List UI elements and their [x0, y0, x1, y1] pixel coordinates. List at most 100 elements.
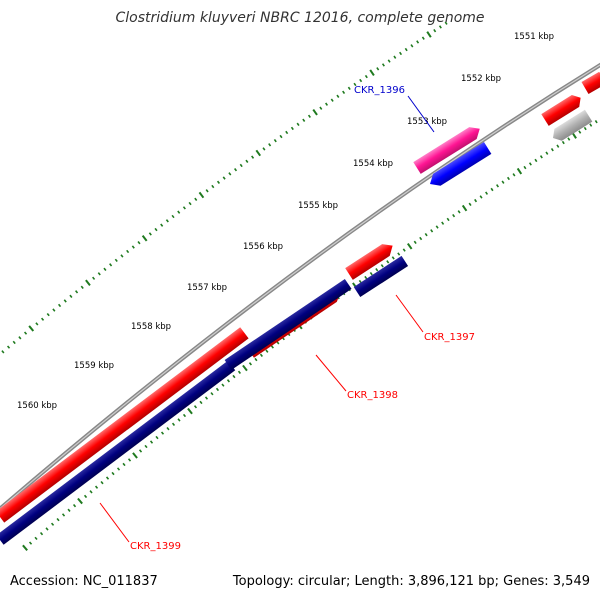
scale-tick [386, 260, 390, 264]
scale-tick [237, 370, 242, 374]
scale-tick [391, 256, 395, 260]
scale-tick [205, 189, 209, 193]
scale-tick [578, 130, 582, 134]
scale-tick [512, 173, 516, 177]
gene-label-ckr-1396[interactable]: CKR_1396 [354, 85, 405, 96]
scale-tick [406, 242, 413, 250]
scale-tick [259, 353, 263, 358]
scale-tick [468, 202, 472, 207]
scale-tick [72, 503, 77, 508]
scale-tick [296, 122, 300, 127]
gene-label-ckr-1398[interactable]: CKR_1398 [347, 390, 398, 401]
scale-tick [57, 303, 62, 308]
scale-tick [279, 134, 283, 139]
scale-tick [424, 232, 428, 237]
scale-tick [369, 69, 375, 76]
scale-tick [485, 191, 489, 195]
tick-label-1552: 1552 kbp [461, 74, 501, 84]
scale-tick [307, 114, 311, 118]
scale-tick [6, 345, 11, 349]
scale-tick [131, 245, 135, 249]
scale-tick [364, 74, 368, 79]
scale-tick [232, 374, 236, 379]
scale-tick [126, 249, 130, 254]
gene-ckr-1396-reverse[interactable] [426, 142, 492, 190]
tick-label-1557: 1557 kbp [187, 283, 227, 293]
scale-tick [138, 449, 143, 453]
scale-tick [242, 364, 248, 372]
scale-tick [255, 149, 262, 157]
scale-tick [342, 90, 346, 95]
scale-tick [39, 532, 44, 536]
scale-tick [40, 317, 45, 321]
scale-tick [523, 165, 527, 170]
scale-tick [245, 159, 249, 164]
scale-tick [210, 392, 214, 396]
gene-label-leaders [99, 95, 435, 543]
scale-tick [67, 508, 71, 512]
scale-tick [330, 98, 334, 102]
scale-tick [290, 126, 294, 131]
scale-tick [137, 240, 141, 245]
scale-tick [105, 476, 110, 480]
gene-ckr-1399-reverse[interactable] [0, 360, 236, 545]
gene-label-ckr-1399[interactable]: CKR_1399 [130, 541, 181, 552]
gene-ckr-1397-reverse[interactable] [353, 255, 409, 298]
scale-tick [46, 312, 50, 317]
scale-tick [94, 485, 99, 489]
scale-tick [376, 67, 380, 71]
scale-tick [550, 147, 554, 152]
scale-tick [402, 248, 406, 252]
scale-tick [216, 180, 221, 184]
scale-tick [45, 527, 49, 531]
scale-tick [446, 217, 450, 222]
scale-tick [262, 147, 266, 151]
scale-tick [435, 225, 439, 229]
scale-tick [12, 340, 16, 345]
scale-tick-marks [1, 21, 598, 551]
gene-ckr-1397-forward[interactable] [345, 240, 396, 280]
scale-tick [63, 299, 67, 303]
scale-tick [177, 418, 181, 422]
gene-ckr-1398-reverse[interactable] [224, 278, 352, 370]
scale-tick [127, 458, 132, 462]
scale-tick [426, 31, 432, 38]
scale-tick [166, 427, 170, 431]
scale-tick [56, 517, 60, 522]
scale-tick [97, 272, 101, 276]
scale-tick [204, 396, 209, 400]
scale-tick [312, 108, 318, 116]
scale-tick [416, 40, 420, 44]
scale-tick [233, 167, 238, 172]
scale-tick [23, 331, 28, 335]
scale-tick [419, 236, 423, 241]
scale-tick [539, 155, 543, 159]
scale-tick [141, 235, 148, 242]
gene-ckr-1399-forward[interactable] [0, 327, 249, 523]
scale-tick [198, 191, 205, 199]
scale-tick [268, 143, 272, 147]
scale-tick [369, 271, 373, 276]
scale-tick [144, 444, 148, 449]
scale-tick [116, 467, 121, 471]
scale-tick [501, 180, 505, 184]
scale-tick [61, 513, 66, 517]
scale-tick [430, 229, 434, 233]
scale-tick [347, 86, 351, 91]
scale-tick [155, 435, 159, 440]
scale-tick [251, 155, 255, 159]
gene-edge-reverse[interactable] [549, 109, 593, 144]
scale-tick [52, 308, 56, 312]
scale-tick [319, 106, 323, 110]
gene-ckr-1396-forward[interactable] [413, 123, 483, 174]
scale-tick [399, 51, 403, 56]
scale-tick [248, 362, 252, 366]
scale-tick [270, 345, 274, 349]
scale-tick [441, 221, 445, 225]
tick-label-1554: 1554 kbp [353, 159, 393, 169]
scale-tick [226, 379, 231, 383]
gene-label-ckr-1397[interactable]: CKR_1397 [424, 332, 475, 343]
scale-tick [381, 63, 385, 67]
scale-tick [413, 240, 417, 245]
gene-edge-forward[interactable] [541, 92, 584, 126]
